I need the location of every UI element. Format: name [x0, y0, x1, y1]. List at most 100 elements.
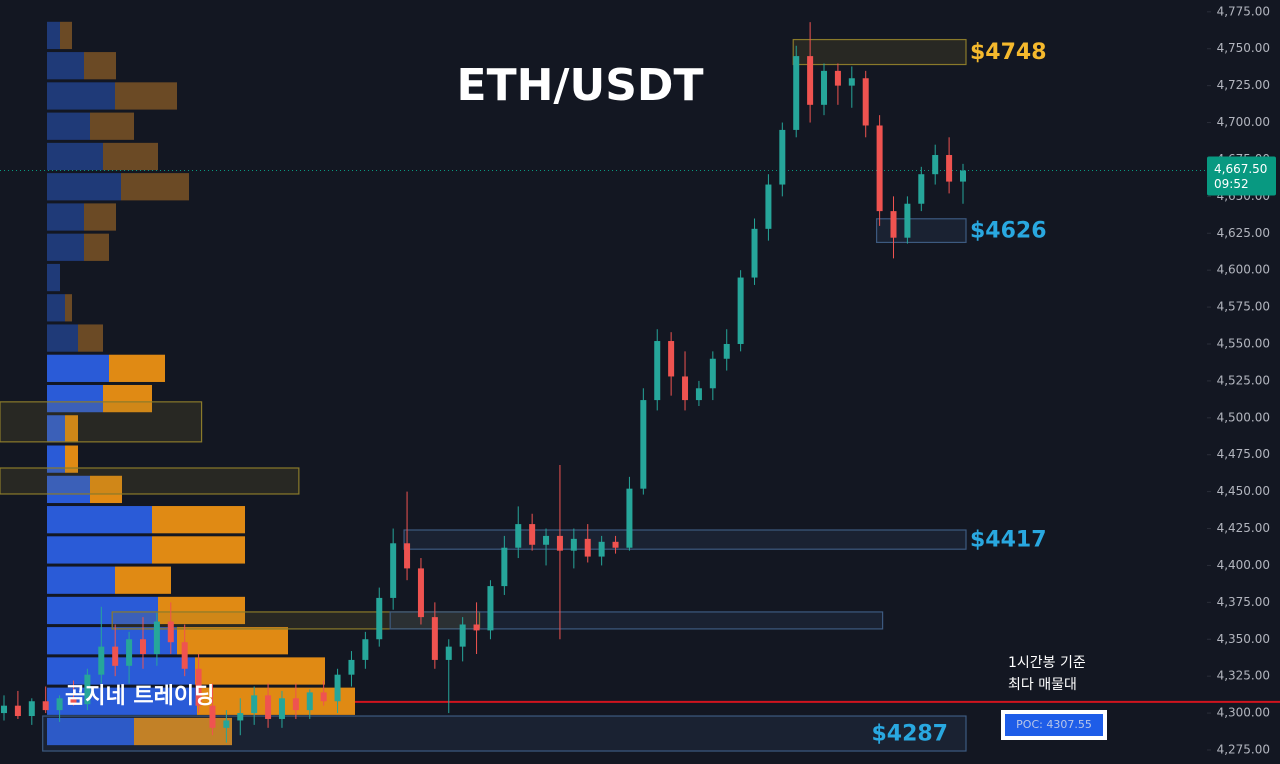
zone-label: $4417	[970, 528, 1047, 553]
candle-body	[223, 720, 230, 728]
candle-body	[918, 174, 925, 204]
poc-note: 1시간봉 기준	[1008, 655, 1086, 671]
profile-buy	[47, 415, 65, 443]
candle-body	[153, 621, 160, 655]
last-price-label: 4,667.50	[1214, 162, 1267, 176]
candle-body	[807, 56, 814, 105]
candle-body	[84, 674, 91, 705]
candle-body	[112, 646, 119, 666]
candle-body	[709, 358, 716, 389]
candle-body	[904, 203, 911, 238]
candle-body	[834, 70, 841, 86]
profile-buy	[47, 263, 60, 292]
candle-body	[362, 639, 369, 660]
profile-sell	[65, 445, 78, 473]
profile-buy	[47, 203, 84, 231]
candle-body	[1, 705, 7, 714]
profile-sell	[115, 566, 171, 594]
profile-sell	[121, 173, 189, 201]
candle-body	[654, 341, 661, 401]
candle-body	[570, 538, 577, 551]
candle-body	[459, 624, 466, 647]
profile-buy	[47, 142, 103, 171]
candle-body	[167, 621, 174, 643]
y-tick-label: 4,750.00	[1217, 41, 1270, 55]
zone	[389, 611, 884, 630]
candle-body	[946, 155, 953, 182]
zone	[111, 611, 481, 630]
candle-body	[265, 695, 272, 719]
y-tick-label: 4,625.00	[1217, 226, 1270, 240]
candle-body	[404, 543, 411, 569]
profile-sell	[90, 112, 134, 140]
candle-body	[695, 388, 702, 401]
candle-body	[376, 597, 383, 640]
candle-body	[306, 692, 313, 711]
candle-body	[876, 125, 883, 212]
candle-body	[751, 228, 758, 278]
candle-body	[584, 538, 591, 557]
y-tick-label: 4,275.00	[1217, 742, 1270, 756]
candle-body	[126, 639, 133, 666]
candle-body	[473, 624, 480, 631]
profile-buy	[47, 506, 152, 534]
candle-body	[348, 659, 355, 675]
candle-body	[932, 155, 939, 175]
countdown: 09:52	[1214, 177, 1249, 191]
candle-body	[251, 695, 258, 714]
candle-body	[195, 668, 202, 706]
profile-sell	[90, 475, 122, 504]
candle-body	[848, 78, 855, 86]
zone	[0, 467, 300, 495]
profile-buy	[47, 21, 60, 50]
profile-sell	[109, 354, 165, 382]
plot: 4,275.00 4,300.00 4,325.00 4,350.00 4,375.00…	[0, 4, 1280, 756]
profile-sell	[78, 324, 103, 352]
profile-sell	[65, 415, 78, 443]
candle-body	[890, 211, 897, 238]
y-tick-label: 4,600.00	[1217, 263, 1270, 277]
candle-body	[598, 541, 605, 557]
y-tick-label: 4,700.00	[1217, 115, 1270, 129]
y-tick-label: 4,400.00	[1217, 558, 1270, 572]
candle-body	[237, 713, 244, 721]
zone-label: $4287	[871, 722, 948, 747]
candle-body	[390, 543, 397, 598]
candle-body	[612, 541, 619, 548]
profile-sell	[134, 717, 232, 746]
chart-title: ETH/USDT	[457, 60, 704, 111]
candle-body	[417, 568, 424, 618]
zone	[792, 38, 967, 66]
watermark: 곰지네 트레이딩	[65, 684, 214, 709]
profile-sell	[177, 627, 288, 655]
y-tick-label: 4,775.00	[1217, 4, 1270, 18]
candle-body	[765, 184, 772, 229]
candle-body	[70, 698, 77, 705]
profile-sell	[84, 233, 109, 261]
candle-body	[487, 586, 494, 631]
zone	[403, 529, 967, 550]
candle-body	[139, 639, 146, 655]
y-tick-label: 4,550.00	[1217, 336, 1270, 350]
profile-buy	[47, 233, 84, 261]
y-tick-label: 4,525.00	[1217, 373, 1270, 387]
profile-buy	[47, 566, 115, 594]
poc-note: 최다 매물대	[1008, 677, 1077, 693]
profile-buy	[47, 173, 121, 201]
profile-sell	[84, 203, 116, 231]
profile-sell	[60, 21, 72, 50]
candle-body	[668, 341, 675, 377]
zones: $4748 $4626 $4417 $4287	[0, 38, 1047, 752]
profile-buy	[47, 657, 195, 685]
y-tick-label: 4,375.00	[1217, 595, 1270, 609]
profile-buy	[47, 536, 152, 564]
profile-sell	[84, 52, 116, 80]
y-tick-label: 4,425.00	[1217, 521, 1270, 535]
y-tick-label: 4,300.00	[1217, 706, 1270, 720]
profile-sell	[115, 82, 177, 110]
candle-body	[515, 524, 522, 548]
candle-body	[42, 701, 49, 711]
candle-body	[28, 701, 35, 717]
candle-body	[445, 646, 452, 660]
